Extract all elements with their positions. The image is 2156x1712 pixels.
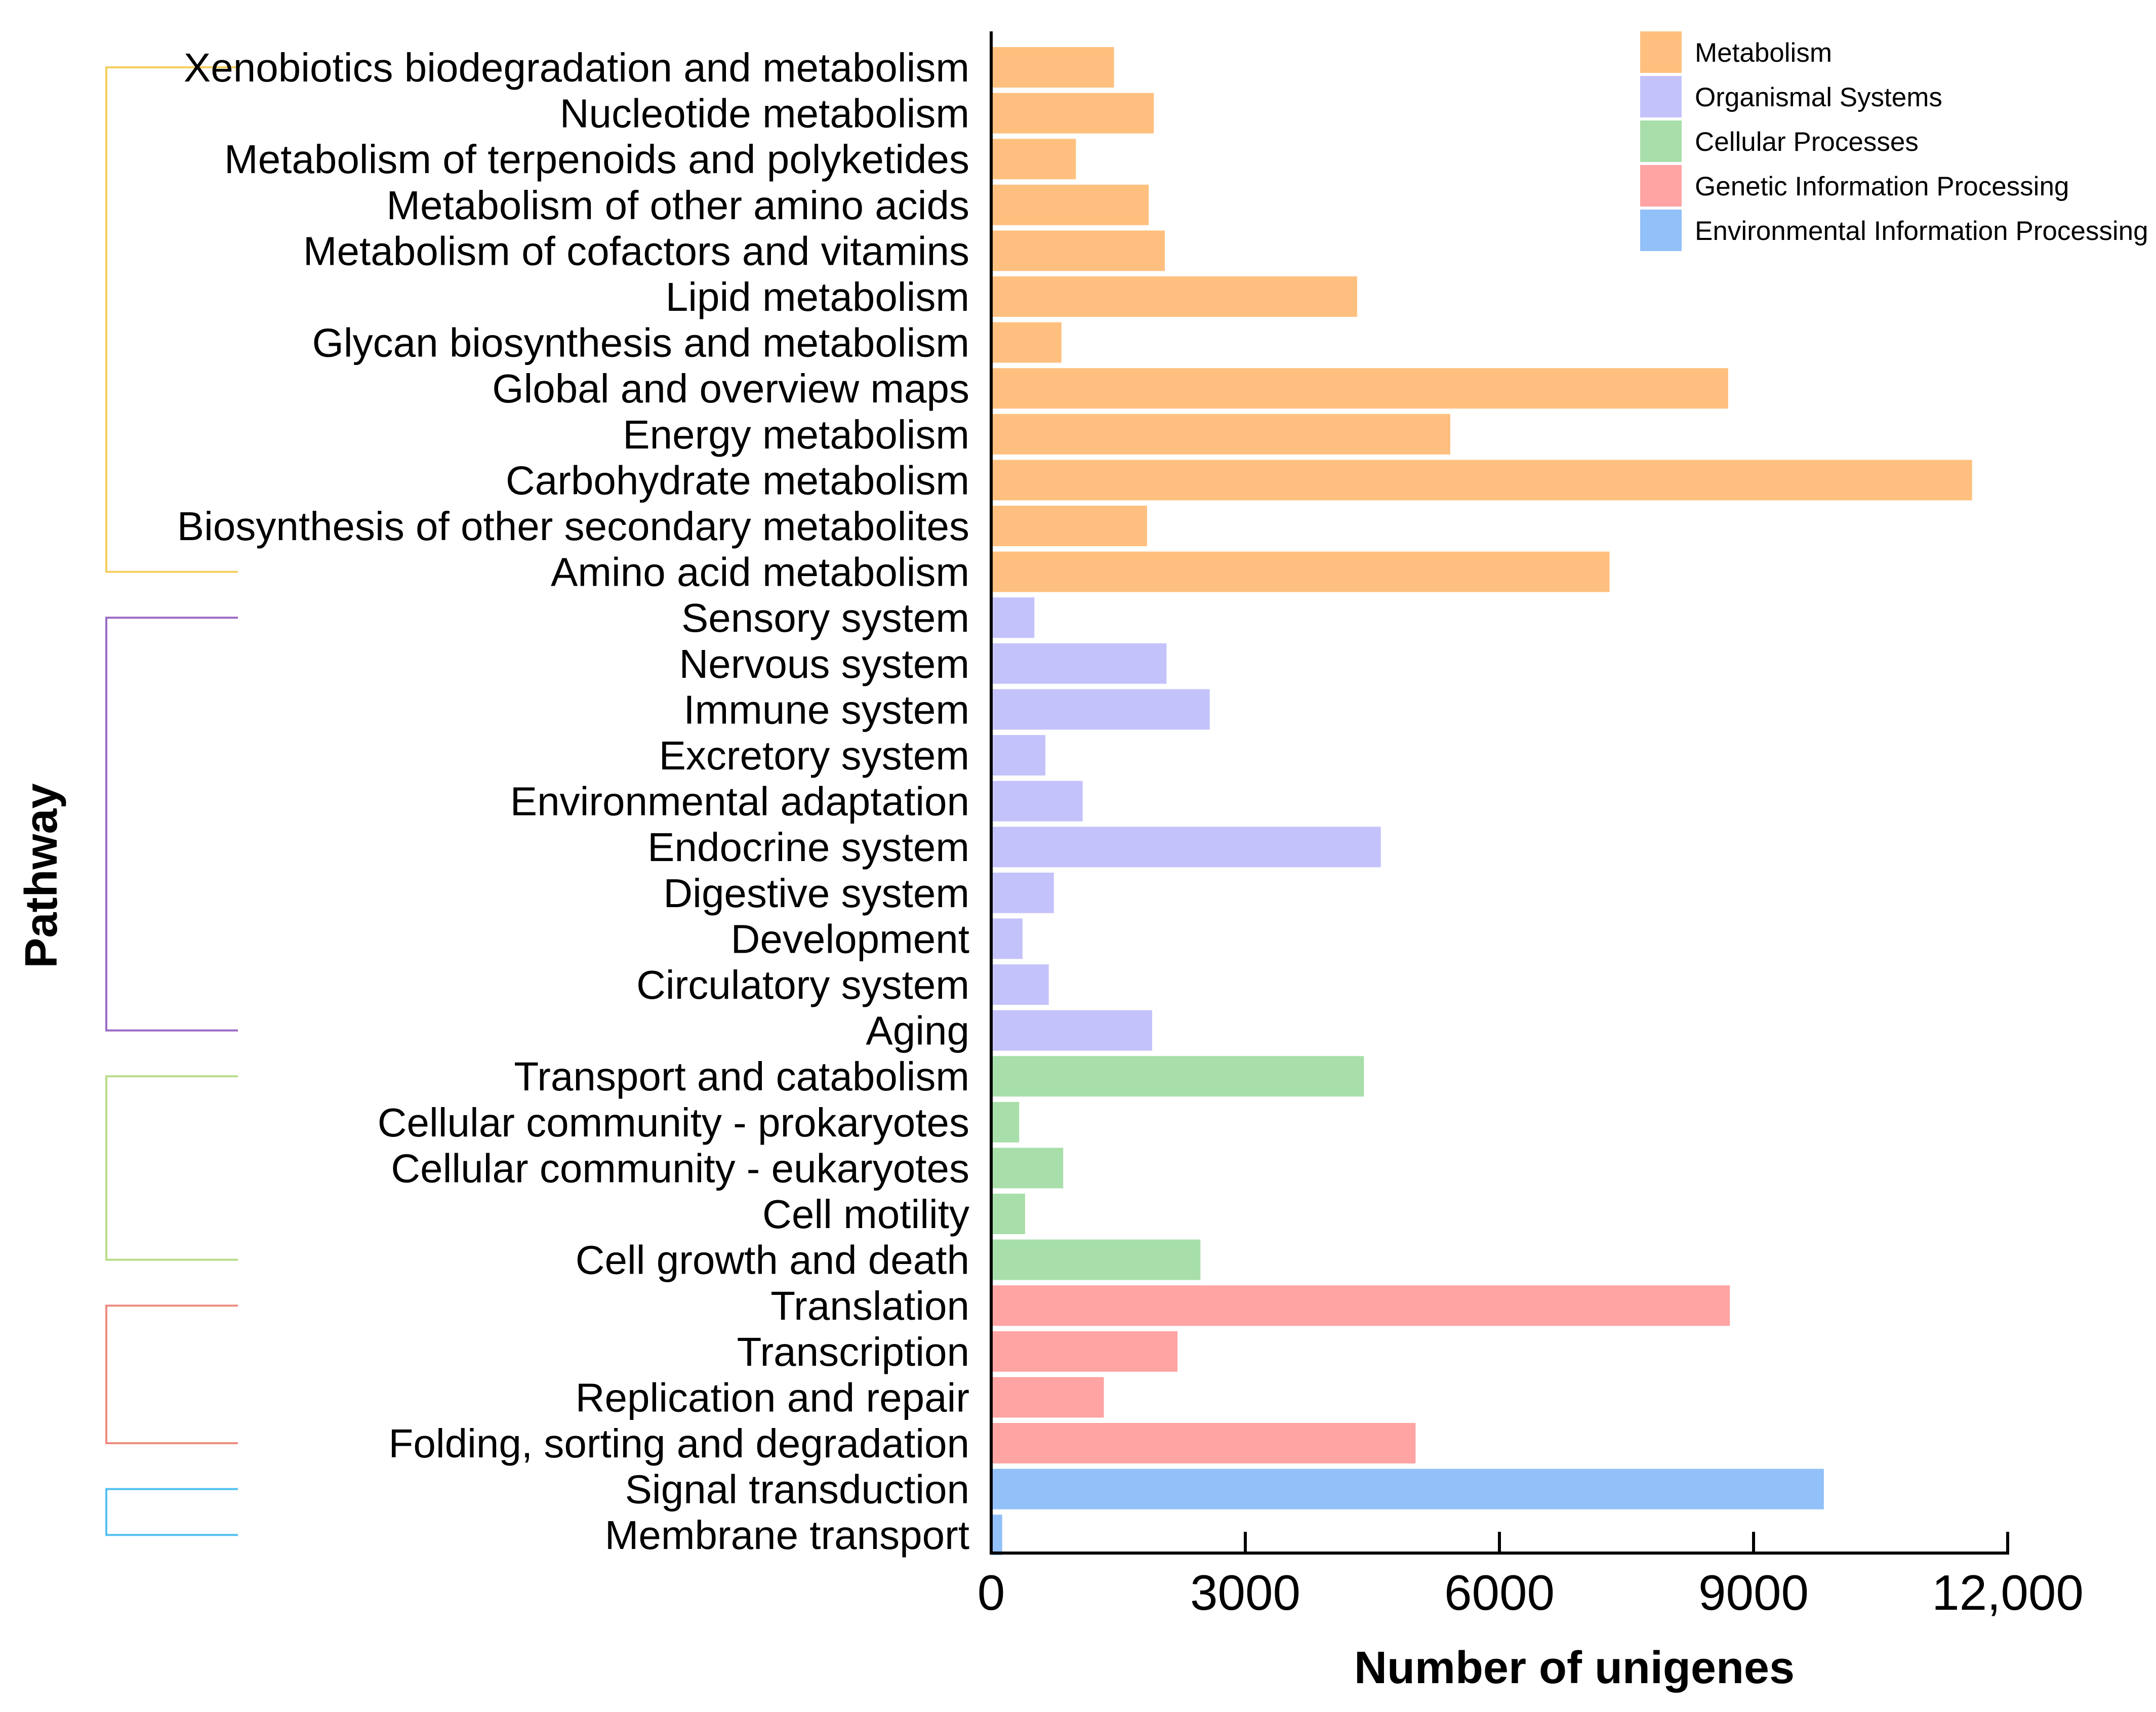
bar bbox=[991, 1331, 1178, 1372]
legend-label: Genetic Information Processing bbox=[1695, 172, 2069, 201]
category-label: Signal transduction bbox=[625, 1467, 969, 1512]
legend-swatch bbox=[1640, 76, 1682, 117]
category-label: Cellular community - prokaryotes bbox=[378, 1100, 969, 1145]
category-label: Replication and repair bbox=[576, 1375, 969, 1420]
legend-label: Metabolism bbox=[1695, 38, 1832, 68]
legend-swatch bbox=[1640, 210, 1682, 251]
category-label: Translation bbox=[770, 1283, 969, 1328]
category-label: Glycan biosynthesis and metabolism bbox=[312, 320, 969, 365]
category-label: Excretory system bbox=[659, 733, 969, 778]
bar bbox=[991, 1423, 1416, 1463]
category-label: Development bbox=[731, 916, 969, 961]
legend-swatch bbox=[1640, 165, 1682, 207]
bar bbox=[991, 689, 1210, 730]
bar bbox=[991, 506, 1147, 546]
category-label: Transcription bbox=[737, 1329, 969, 1374]
bar bbox=[991, 368, 1728, 409]
bar bbox=[991, 1285, 1730, 1326]
category-label: Energy metabolism bbox=[623, 412, 969, 457]
category-label: Nervous system bbox=[679, 641, 969, 686]
y-axis-title: Pathway bbox=[16, 783, 67, 968]
bar bbox=[991, 597, 1035, 638]
bar bbox=[991, 47, 1114, 88]
bar bbox=[991, 230, 1165, 271]
category-label: Metabolism of terpenoids and polyketides bbox=[224, 137, 969, 182]
category-labels: Xenobiotics biodegradation and metabolis… bbox=[177, 45, 969, 1558]
bar bbox=[991, 184, 1149, 225]
category-label: Immune system bbox=[683, 687, 969, 732]
category-label: Aging bbox=[866, 1008, 969, 1053]
bar bbox=[991, 139, 1076, 180]
category-label: Lipid metabolism bbox=[666, 274, 969, 319]
legend-swatch bbox=[1640, 120, 1682, 162]
category-label: Environmental adaptation bbox=[510, 779, 969, 824]
group-brackets bbox=[105, 66, 238, 1536]
bar bbox=[991, 414, 1450, 455]
category-label: Transport and catabolism bbox=[514, 1054, 969, 1099]
bar bbox=[991, 827, 1381, 868]
group-bracket bbox=[105, 66, 238, 573]
legend-label: Organismal Systems bbox=[1695, 83, 1942, 112]
legend-swatch bbox=[1640, 31, 1682, 73]
group-bracket bbox=[105, 1075, 238, 1261]
x-tick-label: 6000 bbox=[1444, 1565, 1555, 1620]
x-tick-label: 12,000 bbox=[1932, 1565, 2084, 1620]
bar bbox=[991, 1056, 1364, 1097]
x-tick-label: 0 bbox=[978, 1565, 1005, 1620]
group-bracket bbox=[105, 617, 238, 1032]
category-label: Global and overview maps bbox=[492, 366, 969, 411]
category-label: Circulatory system bbox=[636, 962, 969, 1007]
category-label: Endocrine system bbox=[647, 825, 969, 870]
category-label: Cell motility bbox=[762, 1192, 969, 1237]
bar bbox=[991, 918, 1023, 959]
bar bbox=[991, 872, 1054, 913]
category-label: Sensory system bbox=[681, 595, 969, 640]
category-label: Amino acid metabolism bbox=[551, 550, 969, 595]
category-label: Cell growth and death bbox=[576, 1238, 969, 1283]
bar bbox=[991, 1148, 1064, 1189]
bar bbox=[991, 322, 1062, 363]
x-tick-label: 9000 bbox=[1698, 1565, 1809, 1620]
bar bbox=[991, 1239, 1201, 1280]
bar bbox=[991, 735, 1046, 776]
bar bbox=[991, 1515, 1002, 1556]
category-label: Folding, sorting and degradation bbox=[389, 1421, 969, 1466]
group-bracket bbox=[105, 1488, 238, 1536]
category-label: Membrane transport bbox=[605, 1513, 969, 1558]
category-label: Nucleotide metabolism bbox=[560, 91, 969, 136]
legend: Metabolism Organismal Systems Cellular Pro… bbox=[1640, 31, 2148, 251]
bar bbox=[991, 460, 1972, 501]
bar bbox=[991, 1194, 1025, 1234]
bar bbox=[991, 276, 1357, 317]
category-label: Carbohydrate metabolism bbox=[506, 458, 969, 503]
category-label: Metabolism of other amino acids bbox=[386, 183, 969, 228]
x-tick-label: 3000 bbox=[1190, 1565, 1300, 1620]
bar bbox=[991, 93, 1154, 134]
x-axis-title: Number of unigenes bbox=[1354, 1643, 1795, 1693]
category-label: Metabolism of cofactors and vitamins bbox=[303, 228, 969, 273]
bar bbox=[991, 551, 1610, 592]
bars bbox=[991, 47, 1972, 1556]
bar bbox=[991, 964, 1049, 1005]
category-label: Digestive system bbox=[663, 871, 969, 916]
bar bbox=[991, 781, 1083, 822]
group-bracket bbox=[105, 1305, 238, 1444]
bar bbox=[991, 1010, 1152, 1051]
legend-label: Environmental Information Processing bbox=[1695, 216, 2148, 246]
category-label: Cellular community - eukaryotes bbox=[391, 1146, 969, 1191]
bar bbox=[991, 1102, 1020, 1143]
category-label: Xenobiotics biodegradation and metabolis… bbox=[184, 45, 969, 90]
bar bbox=[991, 1377, 1104, 1418]
axes: 0 3000 6000 9000 12,000 bbox=[978, 31, 2084, 1620]
legend-label: Cellular Processes bbox=[1695, 127, 1919, 157]
bar bbox=[991, 1469, 1824, 1510]
bar bbox=[991, 643, 1167, 684]
category-label: Biosynthesis of other secondary metaboli… bbox=[177, 504, 969, 549]
